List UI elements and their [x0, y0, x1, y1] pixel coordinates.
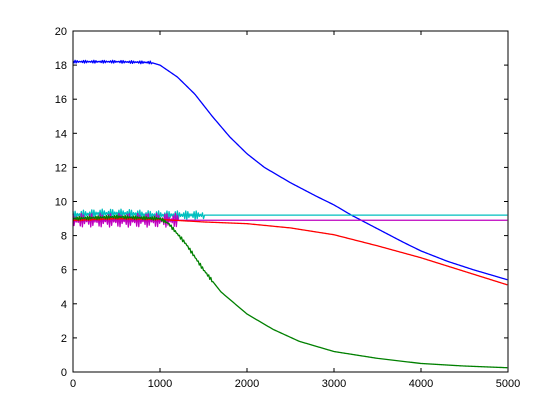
- plot-area-background: [73, 31, 508, 372]
- y-tick-label: 6: [61, 265, 67, 277]
- y-tick-label: 12: [55, 162, 67, 174]
- y-tick-label: 2: [61, 333, 67, 345]
- x-tick-label: 5000: [496, 378, 520, 390]
- x-tick-label: 4000: [409, 378, 433, 390]
- y-tick-label: 4: [61, 299, 67, 311]
- y-tick-label: 20: [55, 26, 67, 38]
- x-axis-ticks: 0 1000 2000 3000 4000 5000: [70, 31, 520, 390]
- y-tick-label: 8: [61, 231, 67, 243]
- series-line: [72, 212, 508, 228]
- y-tick-label: 14: [55, 128, 67, 140]
- x-tick-label: 3000: [322, 378, 346, 390]
- y-tick-label: 16: [55, 94, 67, 106]
- x-tick-label: 0: [70, 378, 76, 390]
- x-tick-label: 2000: [235, 378, 259, 390]
- y-tick-label: 0: [61, 367, 67, 379]
- series-layer: [72, 59, 508, 369]
- y-axis-ticks: 0 2 4 6 8 10 12 14 16 18 20: [55, 26, 508, 379]
- y-tick-label: 18: [55, 60, 67, 72]
- y-tick-label: 10: [55, 197, 67, 209]
- series-line: [72, 214, 508, 369]
- x-tick-label: 1000: [148, 378, 172, 390]
- series-line: [72, 59, 508, 281]
